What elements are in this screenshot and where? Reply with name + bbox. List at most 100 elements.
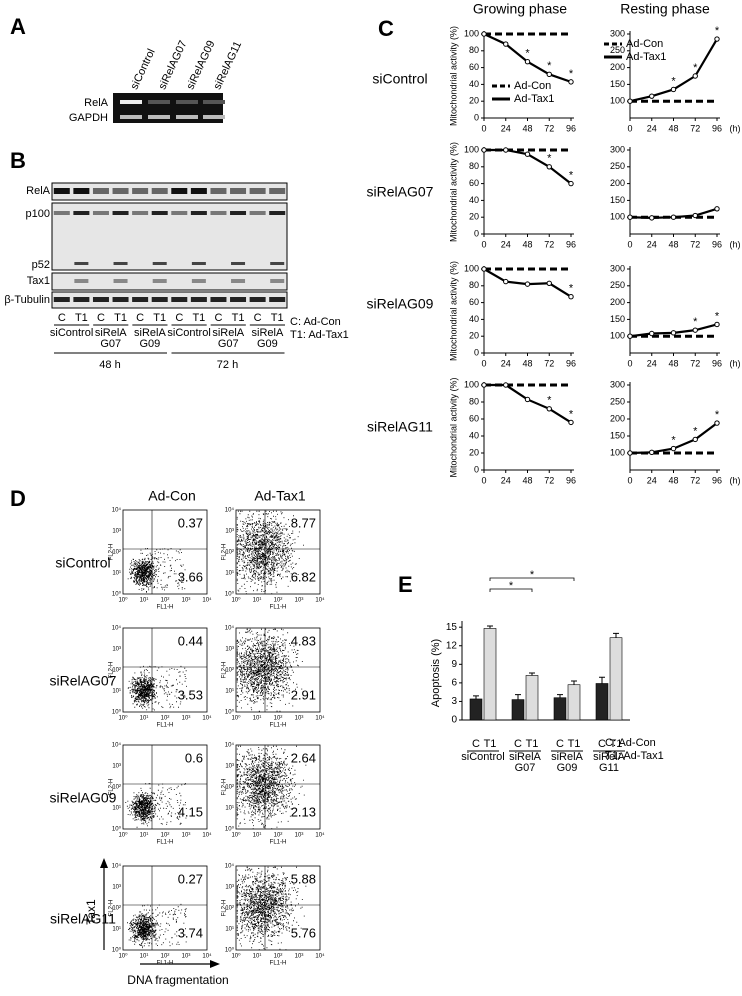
plot-tick-label: 10⁰: [231, 832, 241, 839]
plot-tick-label: 10⁴: [225, 863, 235, 870]
plot-tick-label: 10²: [161, 598, 170, 604]
flow-dots: [236, 745, 307, 830]
significance-mark: *: [693, 316, 698, 328]
bar: [567, 684, 581, 721]
quadrant-value: 2.64: [291, 750, 316, 765]
x-tick-label: 0: [481, 123, 486, 133]
y-tick-label: 100: [464, 28, 479, 38]
x-axis-label: (h): [730, 239, 741, 249]
point: [670, 214, 677, 220]
gel-band: [269, 297, 286, 302]
point: [524, 59, 531, 65]
point: [546, 164, 552, 170]
x-tick-label: 72: [690, 123, 700, 133]
gel-band: [210, 188, 227, 194]
lane-label: T1: [192, 312, 205, 324]
y-tick-label: 300: [610, 263, 625, 273]
x-tick-label: 72: [690, 358, 700, 368]
y-axis-label: Mitochondrial activity (%): [448, 142, 458, 242]
significance-mark: *: [569, 170, 574, 182]
x-tick-label: 0: [627, 123, 632, 133]
x-tick-label: 24: [647, 123, 657, 133]
plot-tick-label: 10¹: [112, 571, 121, 577]
plot-tick-label: 10³: [182, 598, 191, 604]
y-tick-label: 40: [469, 79, 479, 89]
y-tick-label: 150: [610, 314, 625, 324]
y-axis-label: Mitochondrial activity (%): [448, 377, 458, 477]
plot-tick-label: 10⁰: [118, 715, 128, 722]
x-tick-label: 96: [712, 358, 722, 368]
plot-tick-label: 10⁰: [231, 597, 241, 604]
error-bar: [557, 694, 563, 698]
y-tick-label: 100: [610, 331, 625, 341]
plot-tick-label: 10⁴: [202, 715, 212, 722]
plot-axis-label: FL2-H: [109, 779, 115, 796]
flow-plot-frame: [122, 509, 208, 595]
point: [524, 281, 531, 287]
y-tick-label: 100: [610, 212, 625, 222]
gel-band: [132, 297, 149, 302]
y-tick-label: 9: [451, 659, 457, 670]
row-label: RelA: [84, 97, 109, 109]
plot-axis-label: FL2-H: [222, 900, 228, 917]
plot-tick-label: 10⁰: [231, 953, 241, 960]
plot-tick-label: 10¹: [253, 716, 262, 722]
y-tick-label: 300: [610, 28, 625, 38]
plot-tick-label: 10²: [225, 668, 234, 674]
row-label: siControl: [372, 71, 427, 87]
plot-tick-label: 10⁰: [112, 709, 122, 716]
row-label: β-Tubulin: [4, 294, 50, 306]
panel-label: C: [378, 16, 394, 41]
x-tick-label: 0: [481, 358, 486, 368]
point: [568, 294, 574, 300]
axis-label: DNA fragmentation: [127, 973, 228, 987]
significance-mark: *: [509, 580, 514, 592]
plot-axis-label: FL1-H: [270, 840, 287, 846]
plot-tick-label: 10¹: [140, 954, 149, 960]
significance-mark: *: [671, 75, 676, 87]
group-label: siControl: [49, 327, 94, 339]
significance-mark: *: [569, 283, 574, 295]
point: [627, 333, 633, 339]
significance-mark: *: [547, 395, 552, 407]
significance-bracket: [489, 588, 533, 592]
y-tick-label: 200: [610, 413, 625, 423]
gel-band: [151, 188, 168, 194]
significance-mark: *: [547, 60, 552, 72]
row-label: siRelAG11: [367, 419, 433, 435]
quadrant-value: 3.66: [178, 569, 203, 584]
plot-tick-label: 10²: [274, 598, 283, 604]
point: [568, 419, 574, 426]
quadrant-value: 0.37: [178, 515, 203, 530]
y-axis-label: Mitochondrial activity (%): [448, 261, 458, 361]
x-tick-label: 72: [544, 239, 554, 249]
plot-tick-label: 10⁴: [225, 742, 235, 749]
bar: [595, 683, 609, 721]
note: C: Ad-Con: [290, 316, 341, 328]
plot-tick-label: 10³: [225, 764, 234, 770]
y-tick-label: 80: [469, 280, 479, 290]
gel-band: [249, 211, 266, 215]
point: [714, 206, 720, 212]
point: [649, 93, 655, 99]
x-tick-label: 72: [544, 358, 554, 368]
panel-label: E: [398, 572, 413, 597]
gel-band: [191, 262, 206, 265]
plot-tick-label: 10¹: [112, 927, 121, 933]
note: T1: Ad-Tax1: [605, 750, 664, 762]
point: [481, 266, 487, 272]
plot-tick-label: 10¹: [253, 598, 262, 604]
x-tick-label: 24: [647, 239, 657, 249]
gel-band: [269, 188, 286, 194]
plot-axis-label: FL2-H: [109, 662, 115, 679]
point: [481, 147, 487, 153]
gel-band: [53, 297, 70, 302]
quadrant-value: 4.83: [291, 633, 316, 648]
plot-tick-label: 10²: [161, 954, 170, 960]
x-tick-label: 48: [522, 239, 532, 249]
quadrant-value: 3.53: [178, 687, 203, 702]
significance-mark: *: [715, 409, 720, 421]
quadrant-value: 3.74: [178, 925, 203, 940]
gel-band: [171, 211, 188, 215]
gel: [51, 272, 288, 291]
